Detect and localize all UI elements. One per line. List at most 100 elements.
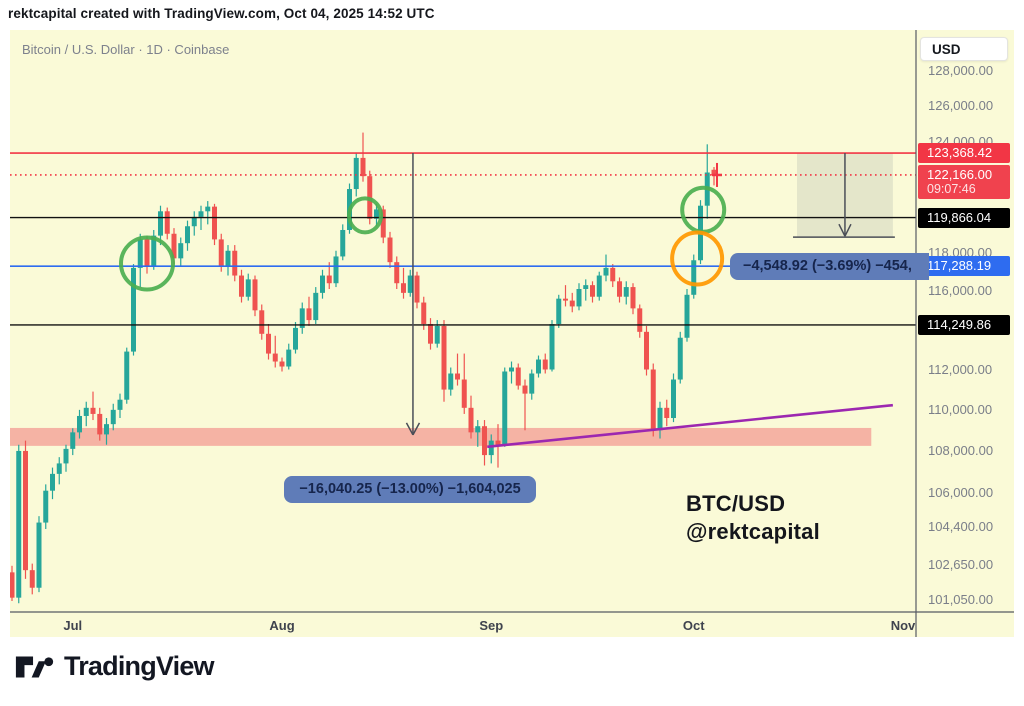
candle-body xyxy=(239,275,244,297)
candle-body xyxy=(522,385,528,394)
candle-body xyxy=(340,229,346,257)
candle-body xyxy=(495,440,501,445)
price-tick-label: 108,000.00 xyxy=(928,442,994,458)
candle-body xyxy=(576,288,582,307)
candle-body xyxy=(279,361,285,367)
price-axis[interactable]: 128,000.00 126,000.00 124,000.00 118,000.00… xyxy=(916,30,1014,612)
candle-body xyxy=(212,206,217,240)
price-level-badge: 114,249.86 xyxy=(918,314,1010,335)
candle-body xyxy=(637,308,643,332)
candle-body xyxy=(218,239,224,266)
candle-body xyxy=(191,216,197,227)
price-tick-label: 126,000.00 xyxy=(928,97,994,113)
candle-body xyxy=(650,369,656,431)
price-tick-label: 101,050.00 xyxy=(928,591,994,607)
time-axis[interactable] xyxy=(10,612,1014,637)
candle-body xyxy=(563,298,568,301)
candle-body xyxy=(691,260,697,295)
candle-body xyxy=(137,239,143,268)
candle-body xyxy=(603,267,609,276)
candle-body xyxy=(293,327,298,350)
chart-canvas[interactable]: Jul Aug Sep Oct Nov xyxy=(10,30,1014,637)
candle-body xyxy=(569,300,575,307)
tradingview-logo[interactable]: TradingView xyxy=(14,651,215,682)
measurement-label-left[interactable]: −16,040.25 (−13.00%) −1,604,025 xyxy=(284,476,536,503)
currency-usd-button[interactable]: USD xyxy=(920,37,1008,61)
candle-body xyxy=(245,279,251,297)
candle-body xyxy=(272,353,278,362)
candle-body xyxy=(542,359,548,370)
time-axis-label: Aug xyxy=(269,618,294,633)
support-zone xyxy=(10,427,872,446)
attribution-text: rektcapital created with TradingView.com… xyxy=(8,6,435,21)
candle-body xyxy=(509,367,514,372)
candle-body xyxy=(29,570,35,588)
time-axis-label: Oct xyxy=(683,618,705,633)
candle-body xyxy=(421,302,427,324)
candle-body xyxy=(56,463,62,474)
candle-body xyxy=(536,359,541,374)
candle-body xyxy=(70,432,76,449)
chart-panel: Jul Aug Sep Oct Nov Bitcoin / U.S. Dollar · … xyxy=(10,30,1014,637)
candle-body xyxy=(286,349,292,367)
candle-body xyxy=(468,407,474,433)
candle-body xyxy=(455,373,460,380)
candle-body xyxy=(117,399,123,410)
candle-body xyxy=(299,308,305,328)
candle-body xyxy=(63,448,69,464)
chart-watermark: BTC/USD @rektcapital xyxy=(686,490,820,546)
candle-body xyxy=(252,279,258,311)
candle-body xyxy=(83,407,89,416)
candle-body xyxy=(353,157,359,190)
candle-body xyxy=(97,413,103,435)
candle-body xyxy=(556,298,562,324)
candle-body xyxy=(677,337,683,380)
price-tick-label: 110,000.00 xyxy=(928,401,993,417)
measurement-label-right[interactable]: −4,548.92 (−3.69%) −454, xyxy=(730,253,929,280)
candle-body xyxy=(306,308,312,321)
candle-body xyxy=(266,333,271,354)
candle-body xyxy=(205,206,211,212)
tradingview-logo-text: TradingView xyxy=(64,651,215,681)
price-tick-label: 102,650.00 xyxy=(928,556,994,572)
candle-body xyxy=(50,473,55,491)
candle-body xyxy=(131,267,136,352)
candle-body xyxy=(374,209,379,219)
candle-body xyxy=(110,409,116,425)
candle-body xyxy=(671,379,676,419)
candle-body xyxy=(502,371,508,445)
candle-body xyxy=(171,233,177,259)
candle-body xyxy=(198,211,204,217)
candle-body xyxy=(313,292,319,321)
candle-body xyxy=(461,379,467,408)
time-axis-label: Sep xyxy=(479,618,503,633)
candle-body xyxy=(77,415,82,433)
candle-body xyxy=(178,243,184,259)
candle-body xyxy=(16,450,22,598)
circle-annotation xyxy=(680,185,727,234)
candle-body xyxy=(549,323,555,370)
candle-body xyxy=(380,209,386,238)
candle-body xyxy=(428,323,433,344)
candle-body xyxy=(657,407,663,431)
candle-body xyxy=(394,262,400,284)
attribution-bar: rektcapital created with TradingView.com… xyxy=(0,0,1024,30)
price-tick-label: 118,000.00 xyxy=(928,244,993,260)
candle-body xyxy=(475,426,481,433)
candle-body xyxy=(515,367,521,386)
price-level-badge: 117,288.19 xyxy=(918,256,1010,277)
watermark-handle: @rektcapital xyxy=(686,519,820,544)
candle-body xyxy=(610,267,616,282)
candle-body xyxy=(43,490,49,523)
price-tick-label: 128,000.00 xyxy=(928,62,994,78)
tradingview-logo-icon xyxy=(15,656,54,677)
candle-body xyxy=(124,351,130,400)
candle-body xyxy=(441,325,447,390)
candle-body xyxy=(225,250,231,266)
candle-body xyxy=(590,285,595,297)
candle-body xyxy=(684,294,690,338)
candle-body xyxy=(630,287,636,309)
candle-body xyxy=(23,450,28,571)
candle-body xyxy=(482,426,487,456)
watermark-symbol: BTC/USD xyxy=(686,491,786,516)
